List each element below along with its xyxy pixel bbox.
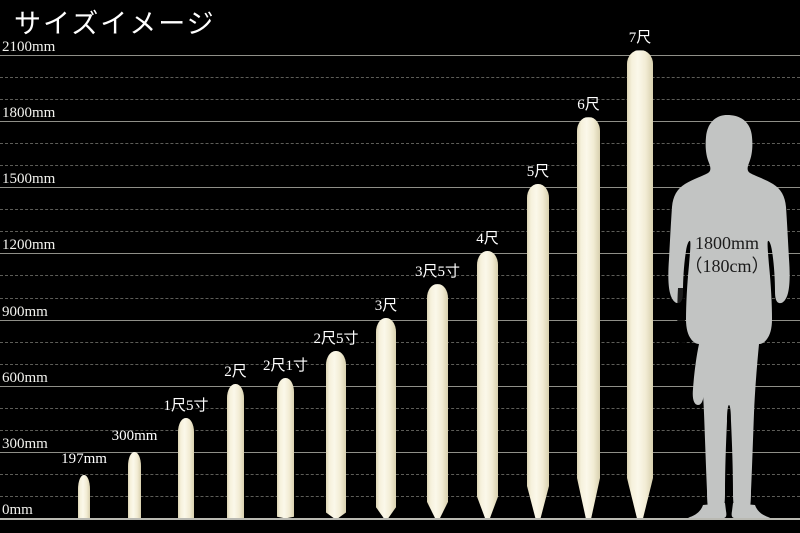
bar-shaft <box>477 250 498 518</box>
bar-label-0: 197mm <box>61 450 107 467</box>
y-tick-1800: 1800mm <box>2 105 56 122</box>
bar-label-1: 300mm <box>111 427 158 444</box>
bar-10 <box>577 117 600 518</box>
y-tick-1500: 1500mm <box>2 171 56 188</box>
bar-2 <box>178 417 194 518</box>
y-tick-300: 300mm <box>2 435 48 452</box>
gridline-1300 <box>0 231 800 233</box>
gridline-1900 <box>0 99 800 101</box>
gridline-2100 <box>0 55 800 56</box>
gridline-1500 <box>0 187 800 189</box>
gridline-600 <box>0 385 800 387</box>
bar-shaft <box>227 384 244 518</box>
y-tick-600: 600mm <box>2 369 48 386</box>
y-tick-900: 900mm <box>2 303 48 320</box>
page-title: サイズイメージ <box>14 9 216 39</box>
gridline-1100 <box>0 275 800 277</box>
bar-label-7: 3尺5寸 <box>414 264 461 281</box>
bar-shaft <box>376 317 396 518</box>
bar-7 <box>427 284 448 518</box>
gridline-100 <box>0 495 800 497</box>
bar-8 <box>477 250 498 518</box>
gridline-1000 <box>0 297 800 299</box>
bar-5 <box>326 350 346 518</box>
bar-shaft <box>627 50 653 518</box>
gridline-1800 <box>0 121 800 123</box>
gridline-300 <box>0 451 800 453</box>
gridline-1600 <box>0 165 800 167</box>
bar-shaft <box>527 183 549 518</box>
bar-3 <box>227 384 244 518</box>
y-tick-2100: 2100mm <box>2 39 56 55</box>
axis-baseline <box>0 518 800 520</box>
human-silhouette <box>663 113 791 518</box>
bar-9 <box>527 183 549 518</box>
bar-label-8: 4尺 <box>476 230 499 247</box>
bar-4 <box>277 377 294 518</box>
bar-shaft <box>577 117 600 518</box>
gridline-1200 <box>0 253 800 255</box>
gridline-200 <box>0 473 800 475</box>
gridline-1700 <box>0 143 800 145</box>
gridline-400 <box>0 429 800 431</box>
bar-label-5: 2尺5寸 <box>313 330 359 347</box>
bar-shaft <box>427 284 448 518</box>
bar-label-11: 7尺 <box>628 30 652 47</box>
bar-label-4: 2尺1寸 <box>262 357 309 374</box>
gridline-500 <box>0 407 800 409</box>
gridline-1400 <box>0 209 800 211</box>
bar-0 <box>78 474 90 518</box>
y-tick-1200: 1200mm <box>2 237 56 254</box>
bar-11 <box>627 50 653 518</box>
bar-shaft <box>326 350 346 518</box>
gridline-800 <box>0 341 800 343</box>
bar-shaft <box>78 474 90 518</box>
bar-label-10: 6尺 <box>577 97 600 114</box>
bar-label-3: 2尺 <box>224 364 247 381</box>
bar-shaft <box>277 377 294 518</box>
bar-label-6: 3尺 <box>374 297 398 314</box>
bar-shaft <box>128 451 141 518</box>
gridline-700 <box>0 363 800 365</box>
bar-1 <box>128 451 141 518</box>
bar-6 <box>376 317 396 518</box>
gridline-2000 <box>0 77 800 79</box>
y-tick-0: 0mm <box>2 502 33 518</box>
bar-label-2: 1尺5寸 <box>163 397 209 414</box>
bar-label-9: 5尺 <box>526 163 550 180</box>
bar-shaft <box>178 417 194 518</box>
gridline-900 <box>0 319 800 321</box>
